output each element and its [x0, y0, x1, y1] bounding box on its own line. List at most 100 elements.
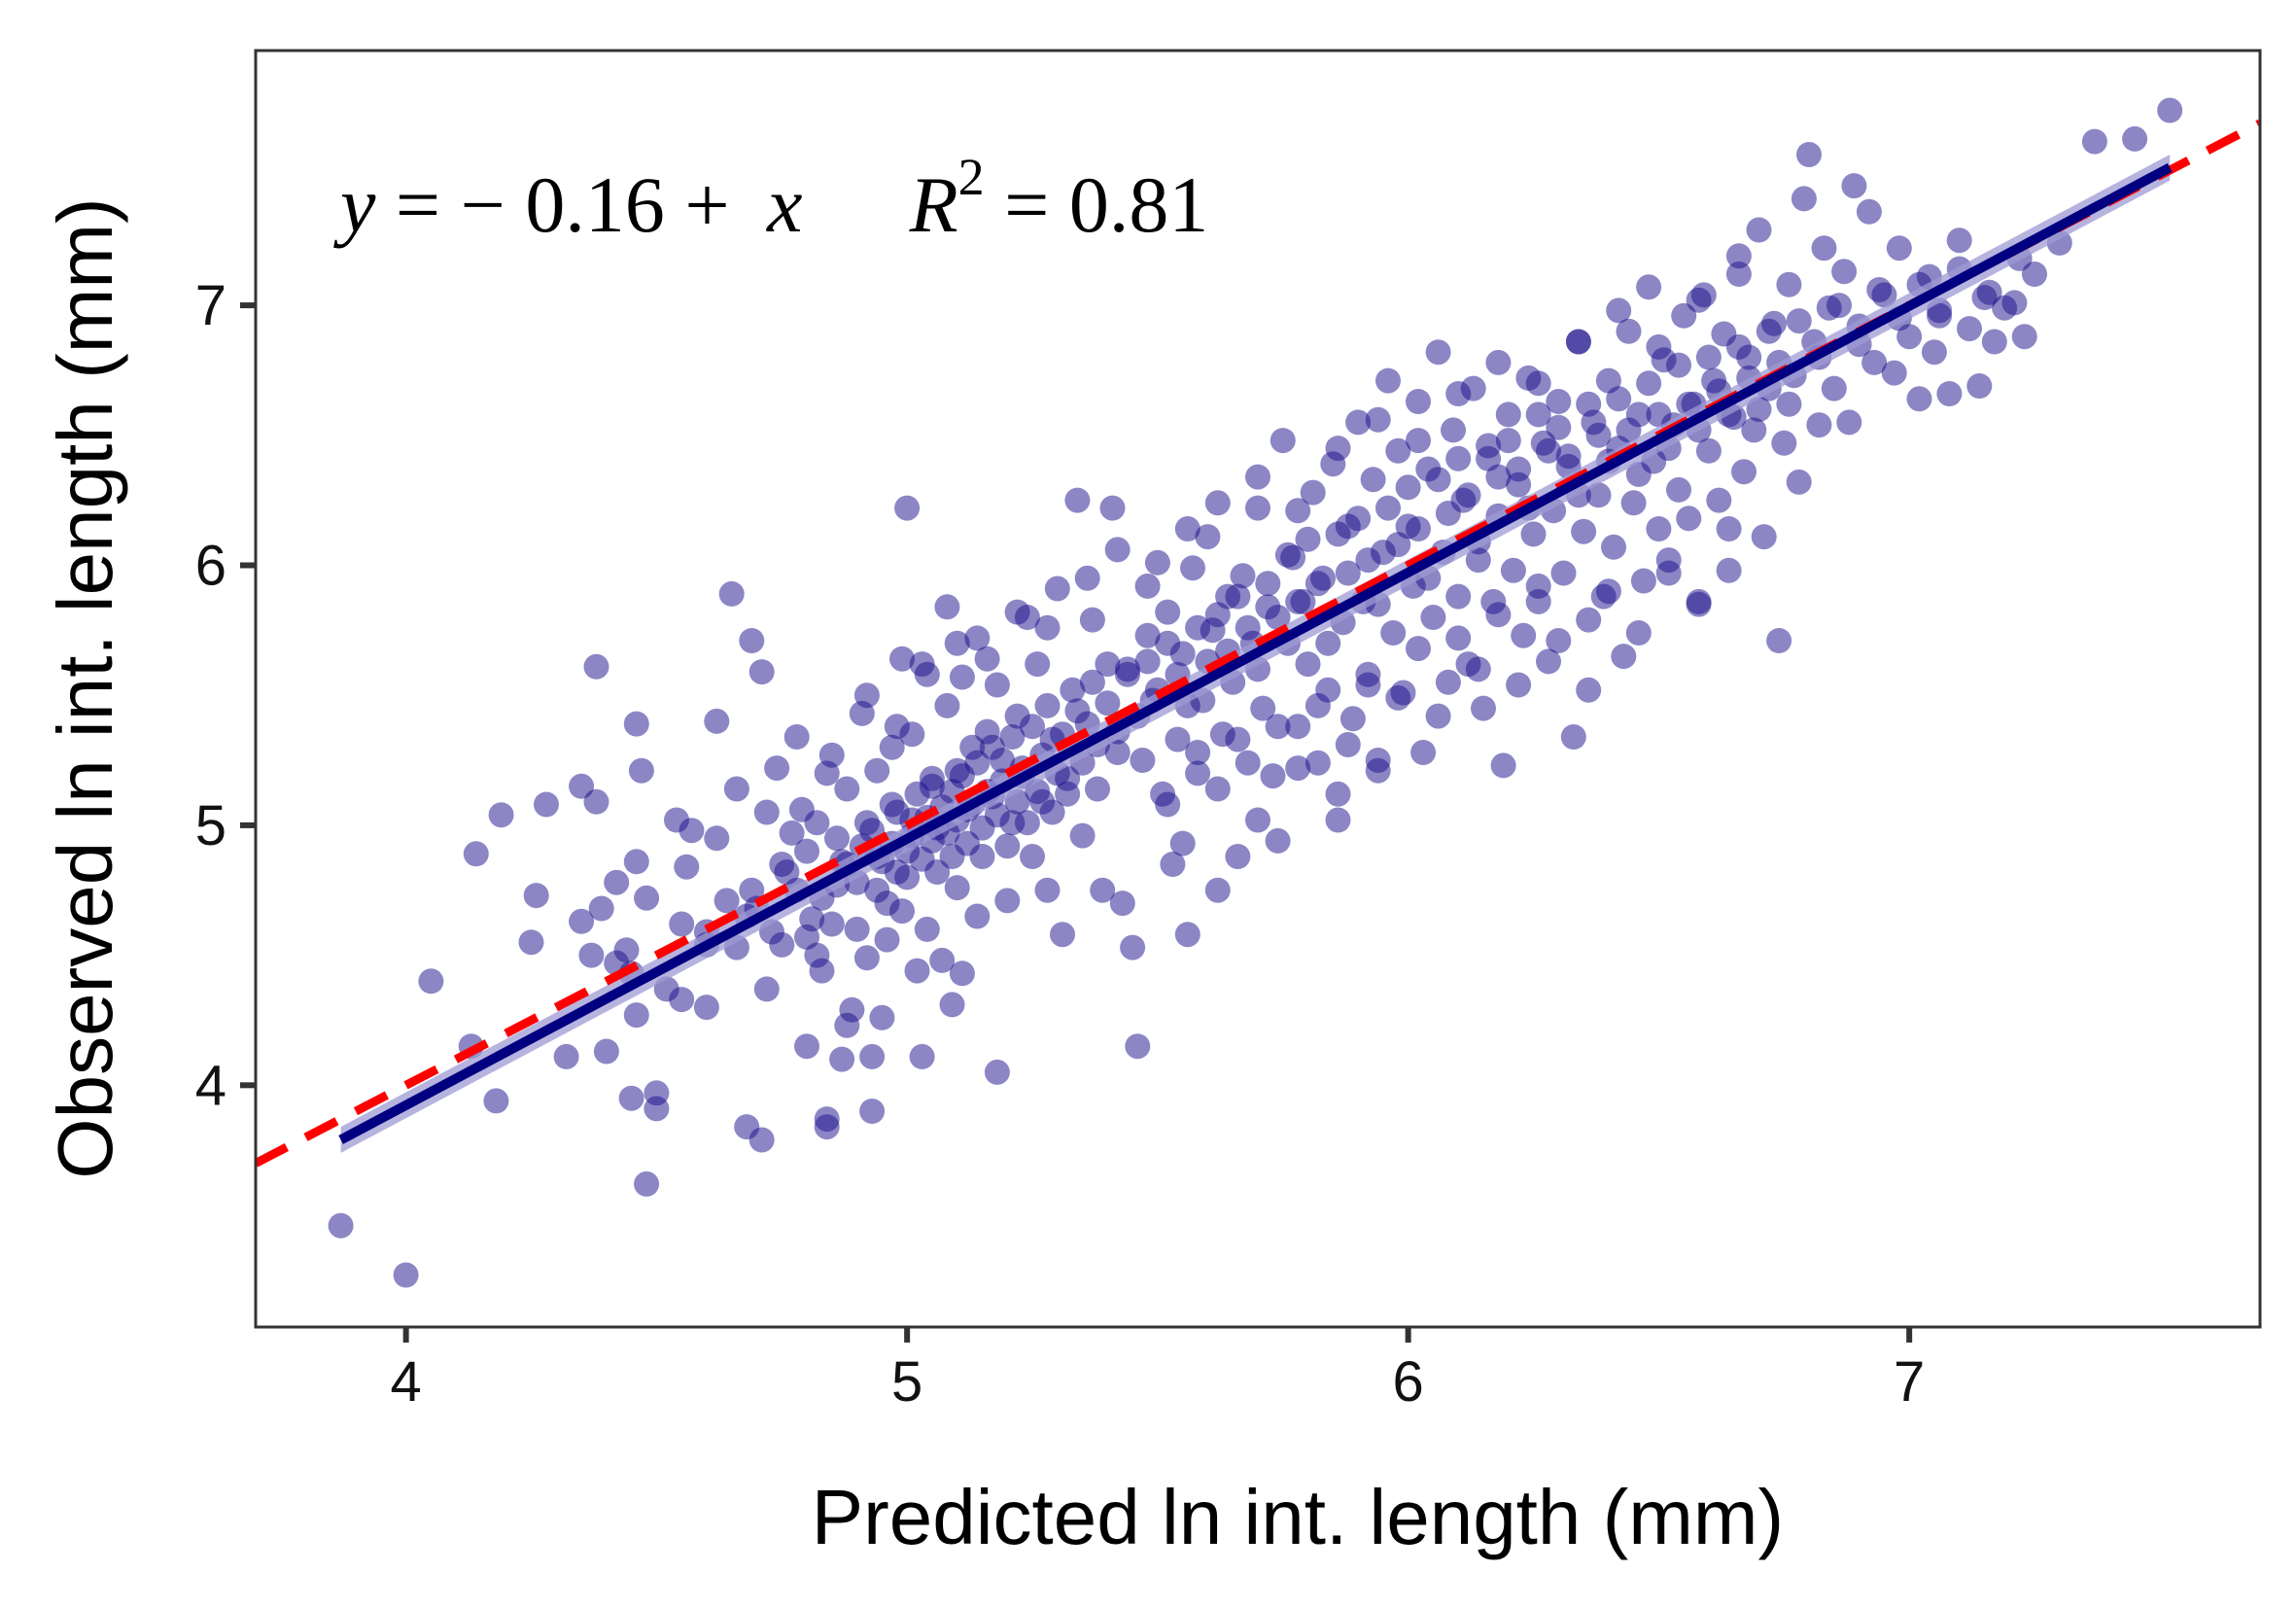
data-point	[593, 1038, 619, 1065]
y-tick-label: 6	[195, 534, 226, 597]
data-point	[1725, 333, 1752, 360]
annotation-eq-mid: = − 0.16 +	[375, 160, 749, 249]
data-point	[328, 1212, 354, 1239]
data-point	[1746, 397, 1772, 422]
data-point	[748, 1127, 775, 1153]
y-tick-label: 4	[195, 1054, 226, 1117]
data-point	[1044, 576, 1070, 602]
data-point	[955, 830, 980, 856]
data-point	[1806, 412, 1832, 438]
data-point	[1169, 830, 1196, 856]
data-point	[1671, 302, 1697, 329]
data-point	[523, 883, 549, 909]
axes-layer: 4 5 6 7 4 5 6 7	[195, 274, 1926, 1414]
data-point	[1831, 259, 1858, 285]
data-point	[1125, 1033, 1151, 1060]
data-point	[1020, 714, 1045, 740]
data-point	[1305, 571, 1331, 597]
data-point	[2081, 128, 2107, 155]
data-point	[1520, 521, 1547, 547]
data-point	[1676, 506, 1702, 532]
data-point	[1525, 402, 1551, 428]
data-point	[1365, 748, 1391, 773]
data-point	[1695, 344, 1722, 370]
data-point	[1345, 506, 1372, 532]
data-point	[1536, 648, 1561, 675]
data-point	[2122, 125, 2148, 152]
data-point	[1255, 571, 1281, 597]
data-point	[1441, 417, 1466, 443]
data-point	[834, 776, 860, 802]
data-point	[864, 757, 890, 784]
annotation-r: R	[909, 160, 958, 249]
data-point	[1180, 555, 1205, 581]
data-point	[1225, 583, 1251, 610]
data-point	[753, 799, 780, 825]
y-tick-label: 7	[195, 274, 226, 337]
data-point	[1410, 740, 1437, 765]
data-point	[859, 1043, 886, 1069]
data-point	[1706, 487, 1732, 513]
data-point	[853, 682, 880, 709]
data-point	[1716, 516, 1742, 541]
data-point	[919, 773, 945, 799]
annotation: y = − 0.16 + x R2 = 0.81	[333, 148, 1208, 249]
data-point	[1265, 827, 1291, 854]
data-point	[693, 995, 719, 1021]
data-point	[669, 987, 695, 1013]
data-point	[1235, 750, 1261, 776]
data-point	[704, 825, 730, 852]
data-point	[644, 1096, 670, 1122]
data-point	[718, 580, 745, 607]
data-point	[1500, 557, 1526, 583]
data-point	[1300, 479, 1326, 506]
data-point	[713, 888, 740, 914]
data-point	[1485, 349, 1512, 375]
data-point	[1406, 516, 1431, 541]
data-point	[1375, 367, 1401, 394]
data-point	[824, 825, 850, 852]
data-point	[1055, 781, 1081, 807]
data-point	[1315, 630, 1341, 656]
data-point	[853, 945, 880, 971]
annotation-y: y	[333, 160, 376, 249]
data-point	[839, 996, 865, 1023]
data-point	[1034, 614, 1061, 641]
data-point	[799, 906, 825, 932]
data-point	[2001, 290, 2028, 316]
y-axis-title: Observed ln int. length (mm)	[42, 197, 128, 1178]
data-point	[1375, 495, 1401, 521]
data-point	[1490, 752, 1516, 779]
data-point	[1285, 498, 1311, 524]
data-point	[569, 908, 595, 934]
data-point	[1957, 316, 1982, 342]
data-point	[1079, 669, 1105, 695]
data-point	[1074, 565, 1100, 591]
data-point	[1746, 217, 1772, 243]
data-point	[678, 818, 705, 844]
data-point	[739, 628, 765, 653]
data-point	[1445, 381, 1472, 406]
data-point	[1625, 461, 1652, 487]
data-point	[578, 942, 605, 968]
data-point	[534, 791, 559, 818]
data-point	[1014, 810, 1040, 836]
plot-panel-border	[254, 49, 2262, 1329]
data-point	[1204, 602, 1231, 628]
data-point	[1204, 776, 1231, 802]
data-point	[1099, 495, 1126, 521]
data-point	[1039, 799, 1065, 825]
data-point	[1445, 625, 1472, 651]
data-point	[1616, 417, 1642, 443]
data-point	[1425, 339, 1451, 366]
data-point	[1655, 547, 1682, 574]
data-point	[1425, 467, 1451, 493]
data-point	[1811, 235, 1837, 262]
data-point	[909, 1043, 935, 1069]
data-point	[949, 961, 975, 987]
data-point	[1406, 636, 1431, 662]
data-point	[723, 776, 749, 802]
data-point	[1134, 573, 1161, 599]
data-point	[1485, 602, 1512, 628]
x-axis-title: Predicted ln int. length (mm)	[812, 1474, 1784, 1560]
